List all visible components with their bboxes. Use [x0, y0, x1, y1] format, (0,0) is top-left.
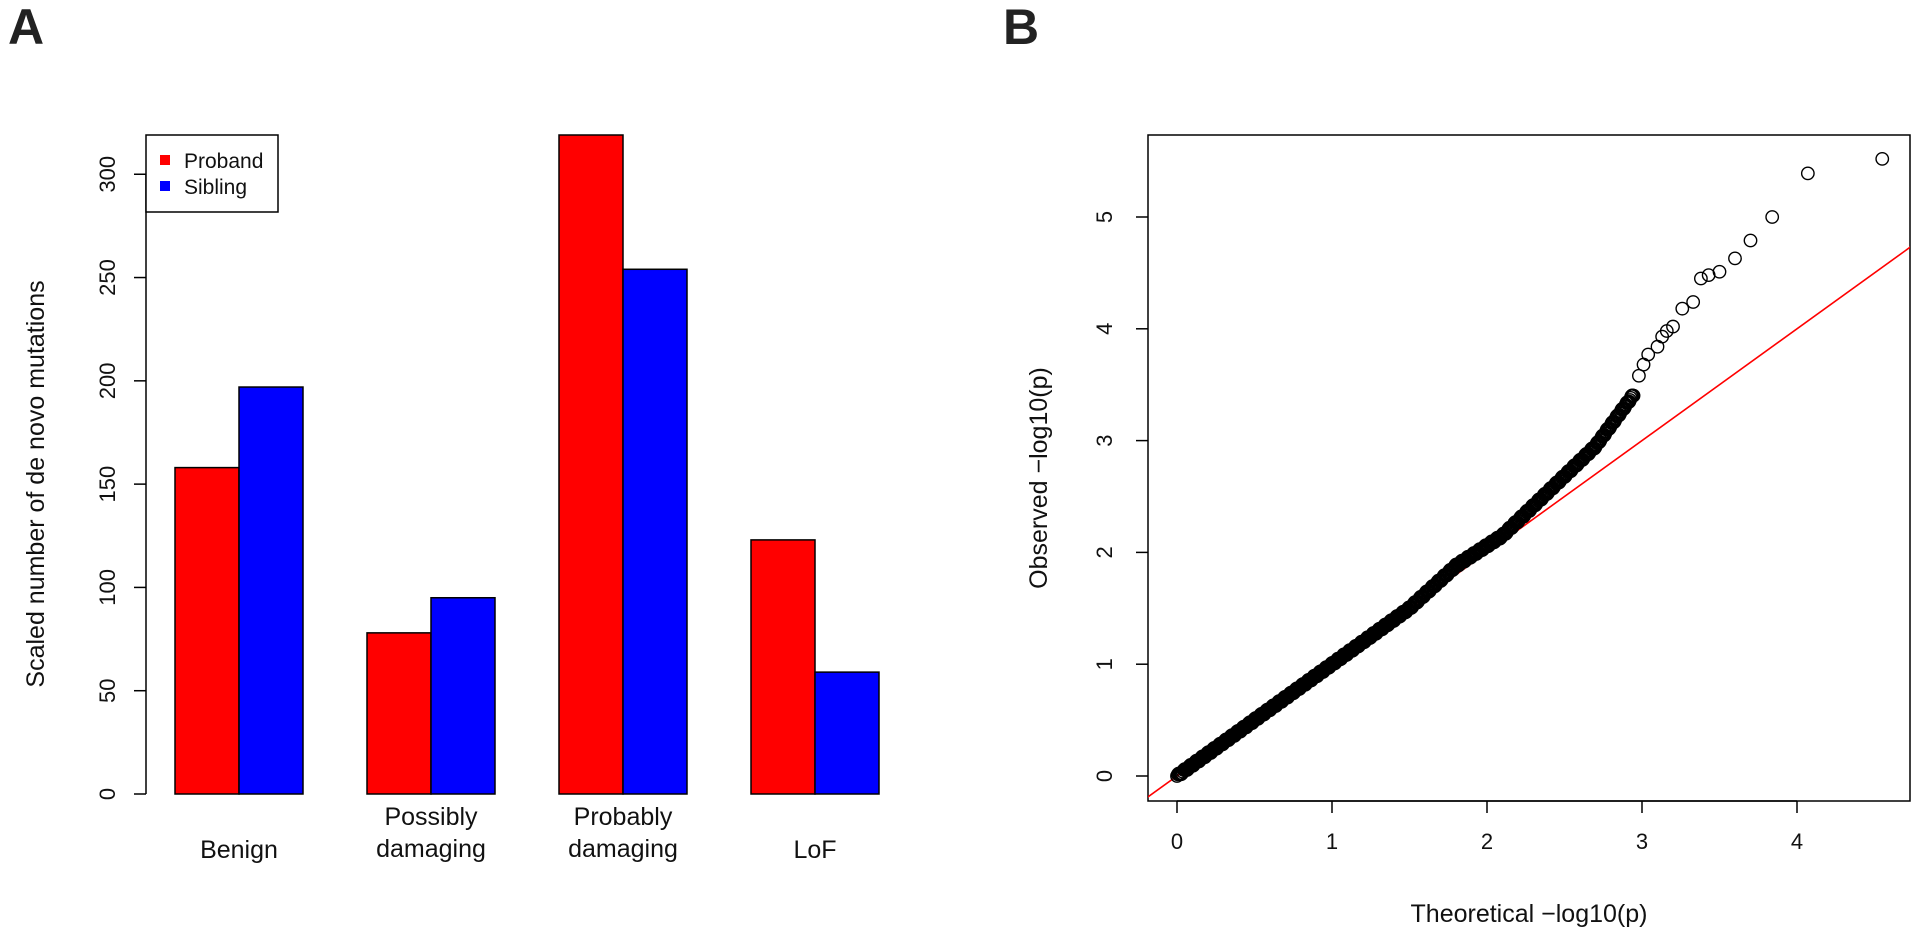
qq-x-axis-title: Theoretical −log10(p): [1411, 900, 1648, 928]
qq-y-tick-label: 3: [1092, 434, 1117, 446]
bar-category-label: damaging: [376, 835, 486, 863]
legend-swatch-sibling: [160, 181, 170, 191]
bar-category-label: Possibly: [384, 803, 478, 831]
bar-proband: [174, 466, 240, 795]
qq-y-tick-label: 0: [1092, 770, 1117, 782]
bar-y-tick-label: 100: [95, 569, 120, 606]
qq-point: [1712, 264, 1727, 279]
qq-plot: 0 1 2 3 4 0 1 2 3 4 5: [1092, 134, 1911, 854]
bar-category-label: LoF: [793, 836, 836, 864]
qq-y-axis-title: Observed −log10(p): [1025, 367, 1053, 589]
qq-point: [1743, 233, 1758, 248]
legend-label-proband: Proband: [184, 150, 263, 173]
qq-x-tick-label: 4: [1791, 829, 1803, 854]
bar-y-tick-label: 150: [95, 466, 120, 503]
qq-y-tick-label: 5: [1092, 211, 1117, 223]
qq-x-tick-label: 3: [1636, 829, 1648, 854]
bar-sibling: [430, 596, 496, 795]
qq-frame: [1147, 134, 1911, 802]
bar-y-tick-label: 200: [95, 362, 120, 399]
panel-a-letter: A: [8, 0, 44, 55]
bar-y-tick-label: 0: [95, 788, 120, 800]
qq-point: [1626, 388, 1641, 403]
qq-point: [1765, 210, 1780, 224]
bar-chart: 0 50 100 150 200 250 300 Benign Possibly damaging…: [95, 134, 880, 864]
qq-point: [1728, 251, 1742, 266]
qq-point: [1694, 271, 1708, 286]
bar-proband: [750, 539, 816, 795]
bar-sibling: [238, 386, 304, 795]
qq-point: [1800, 166, 1815, 181]
panel-b-letter: B: [1003, 0, 1039, 55]
bar-proband: [366, 632, 432, 795]
bar-y-tick-label: 250: [95, 259, 120, 296]
legend-label-sibling: Sibling: [184, 176, 247, 199]
qq-point: [1675, 301, 1690, 316]
bar-category-label: Probably: [574, 803, 673, 831]
qq-x-tick-label: 0: [1171, 829, 1183, 854]
bar-y-tick-label: 50: [95, 678, 120, 702]
qq-x-tick-label: 1: [1326, 829, 1338, 854]
qq-point: [1875, 151, 1890, 166]
legend-box: [145, 134, 279, 213]
qq-reference-line: [1148, 246, 1910, 798]
bar-y-axis-title: Scaled number of de novo mutations: [22, 280, 50, 687]
bar-category-label: damaging: [568, 835, 678, 863]
qq-y-tick-label: 1: [1092, 658, 1117, 670]
bar-legend: Proband Sibling: [145, 134, 279, 213]
bar-proband: [558, 134, 624, 795]
legend-swatch-proband: [160, 155, 170, 165]
bar-sibling: [622, 268, 688, 795]
qq-x-tick-label: 2: [1481, 829, 1493, 854]
qq-point: [1641, 347, 1656, 362]
qq-point: [1686, 295, 1701, 309]
qq-point: [1666, 319, 1680, 334]
bar-category-label: Benign: [200, 836, 278, 864]
bar-y-tick-label: 300: [95, 156, 120, 193]
qq-y-tick-label: 4: [1092, 323, 1117, 335]
qq-y-tick-label: 2: [1092, 546, 1117, 558]
bar-sibling: [814, 671, 880, 795]
